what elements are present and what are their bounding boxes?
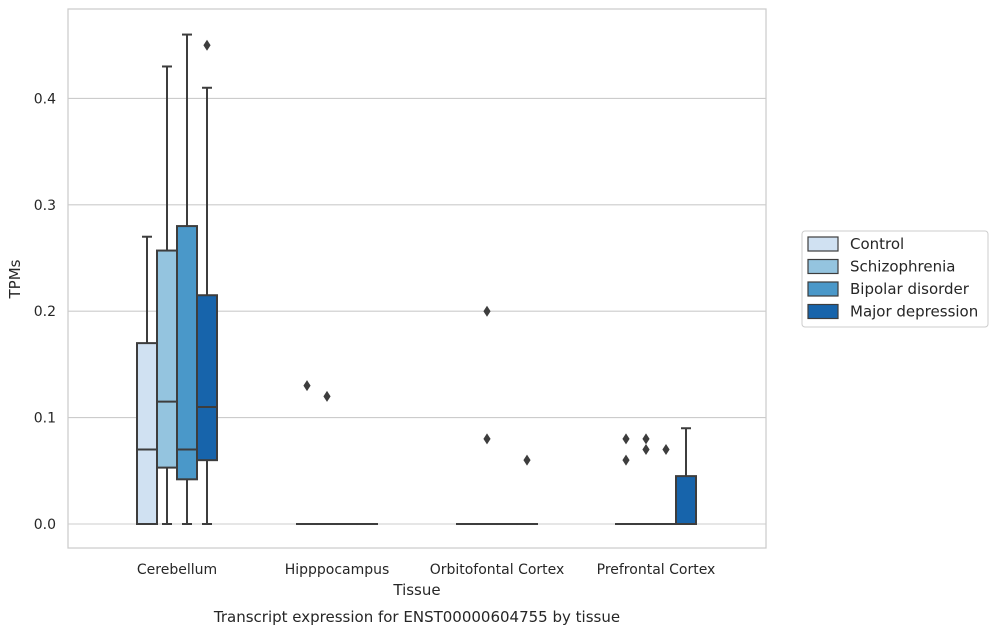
box-control	[296, 380, 318, 526]
box-bipolar-disorder	[176, 33, 198, 525]
outlier-point	[642, 444, 650, 456]
box-body	[196, 294, 218, 462]
legend-entries: Control Schizophrenia Bipolar disorder Majo…	[807, 235, 978, 321]
box-schizophrenia	[156, 65, 178, 525]
legend-swatch	[807, 281, 839, 297]
x-tick-label: Hipppocampus	[285, 562, 390, 578]
box-bipolar-disorder	[655, 444, 677, 526]
x-tick-label: Prefrontal Cortex	[597, 562, 716, 578]
x-tick-label: Orbitofontal Cortex	[430, 562, 565, 578]
legend-swatch	[807, 303, 839, 320]
boxes-layer	[136, 33, 697, 526]
legend-frame	[801, 230, 989, 328]
box-body	[156, 249, 178, 469]
outlier-point	[303, 380, 311, 392]
box-schizophrenia	[316, 390, 338, 526]
box-schizophrenia	[635, 433, 657, 526]
chart-caption: Transcript expression for ENST0000060475…	[213, 608, 620, 626]
outlier-point	[642, 433, 650, 445]
outlier-point	[483, 433, 491, 445]
legend-swatch	[807, 258, 839, 275]
box-major-depression	[196, 39, 218, 525]
x-axis-label: Tissue	[392, 581, 440, 599]
y-tick-label: 0.4	[34, 91, 56, 107]
x-tick-label: Cerebellum	[137, 562, 217, 578]
legend-label: Major depression	[850, 303, 978, 321]
box-body	[176, 225, 198, 481]
box-body	[675, 475, 697, 525]
legend-label: Bipolar disorder	[850, 280, 970, 298]
outlier-point	[622, 454, 630, 466]
outlier-point	[523, 454, 531, 466]
y-tick-label: 0.1	[34, 411, 56, 427]
box-schizophrenia	[476, 305, 498, 526]
legend-label: Control	[850, 235, 904, 253]
y-tick-labels: 0.0 0.1 0.2 0.3 0.4	[34, 91, 56, 533]
legend-label: Schizophrenia	[850, 258, 955, 276]
outlier-point	[622, 433, 630, 445]
outlier-point	[662, 444, 670, 456]
outlier-point	[203, 39, 211, 51]
box-body	[136, 342, 158, 525]
x-tick-labels: Cerebellum Hipppocampus Orbitofontal Corte…	[137, 562, 715, 578]
box-major-depression	[675, 427, 697, 525]
legend: Control Schizophrenia Bipolar disorder Majo…	[801, 230, 989, 328]
y-axis-label: TPMs	[6, 259, 24, 299]
box-control	[615, 433, 637, 526]
plot-area-frame	[67, 8, 767, 549]
y-tick-label: 0.0	[34, 517, 56, 533]
y-tick-label: 0.2	[34, 304, 56, 320]
outlier-point	[323, 390, 331, 402]
y-tick-label: 0.3	[34, 198, 56, 214]
box-control	[136, 235, 158, 525]
outlier-point	[483, 305, 491, 317]
legend-swatch	[807, 236, 839, 252]
box-major-depression	[516, 454, 538, 526]
